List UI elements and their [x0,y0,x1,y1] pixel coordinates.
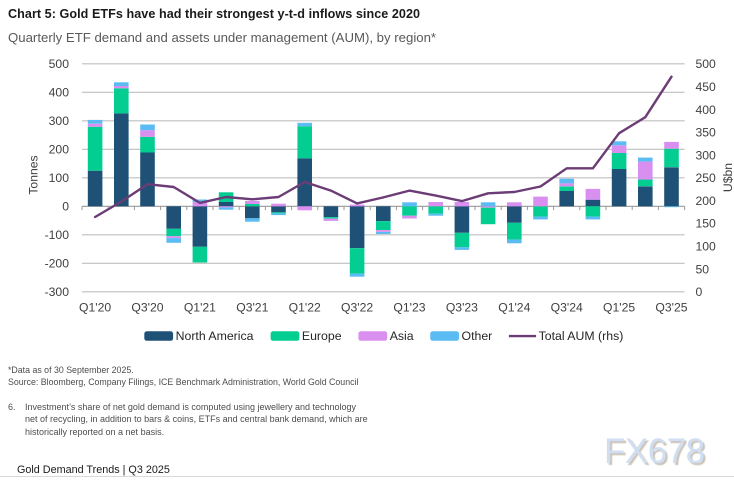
svg-text:100: 100 [696,240,717,254]
svg-text:0: 0 [696,285,703,299]
svg-text:400: 400 [49,86,70,100]
svg-text:Tonnes: Tonnes [27,155,41,194]
svg-text:Q3'20: Q3'20 [131,301,163,315]
svg-text:North America: North America [176,329,254,343]
svg-text:50: 50 [696,262,710,276]
svg-text:500: 500 [49,57,70,71]
svg-text:100: 100 [49,171,70,185]
svg-text:300: 300 [49,114,70,128]
svg-text:Q1'20: Q1'20 [79,301,111,315]
svg-text:Q3'21: Q3'21 [236,301,268,315]
svg-text:Other: Other [462,329,493,343]
svg-text:350: 350 [696,126,717,140]
svg-text:250: 250 [696,171,717,185]
svg-text:-200: -200 [45,257,70,271]
svg-text:-300: -300 [45,285,70,299]
svg-text:Asia: Asia [390,329,414,343]
svg-text:150: 150 [696,217,717,231]
svg-text:500: 500 [696,57,717,71]
svg-text:Q1'24: Q1'24 [498,301,530,315]
svg-text:200: 200 [696,194,717,208]
svg-text:-100: -100 [45,228,70,242]
svg-text:Q3'25: Q3'25 [655,301,687,315]
svg-text:Q1'21: Q1'21 [184,301,216,315]
svg-text:400: 400 [696,103,717,117]
svg-text:Q3'24: Q3'24 [551,301,583,315]
svg-text:200: 200 [49,143,70,157]
svg-text:0: 0 [62,200,69,214]
svg-text:Europe: Europe [302,329,342,343]
svg-text:Q1'25: Q1'25 [603,301,635,315]
svg-text:Q3'23: Q3'23 [446,301,478,315]
svg-text:Total AUM (rhs): Total AUM (rhs) [539,329,624,343]
svg-text:450: 450 [696,80,717,94]
svg-text:U$bn: U$bn [721,163,734,192]
svg-text:300: 300 [696,148,717,162]
svg-text:Q1'22: Q1'22 [289,301,321,315]
svg-text:Q1'23: Q1'23 [393,301,425,315]
svg-text:Q3'22: Q3'22 [341,301,373,315]
